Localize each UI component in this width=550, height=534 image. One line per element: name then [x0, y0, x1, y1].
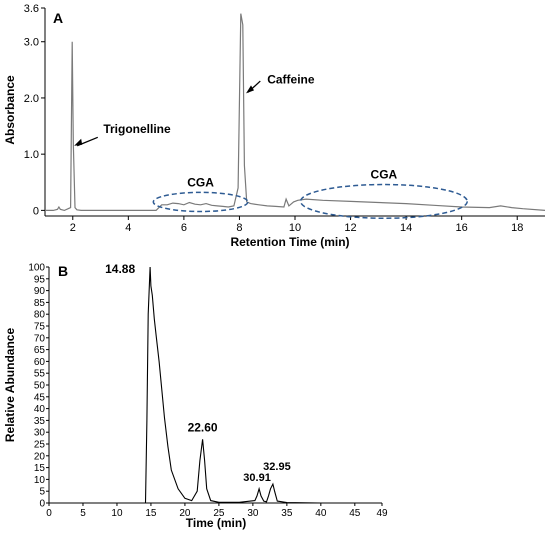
panel-a-x-tick-label: 18	[511, 222, 523, 234]
panel-a-y-tick-label: 1.0	[24, 149, 39, 161]
panel-b-y-tick-label: 65	[34, 345, 46, 356]
peak-label-22-60: 22.60	[188, 420, 218, 434]
panel-b-y-tick-label: 5	[39, 487, 45, 498]
panel-b-y-tick-label: 25	[34, 440, 46, 451]
cga-label-1: CGA	[187, 175, 214, 189]
panel-b-y-tick-label: 80	[34, 310, 46, 321]
panel-a-x-tick-label: 16	[456, 222, 468, 234]
panel-a-x-tick-label: 12	[344, 222, 356, 234]
panel-b-y-tick-label: 15	[34, 463, 46, 474]
panel-b-x-tick-label: 20	[179, 508, 191, 519]
panel-b-y-tick-label: 90	[34, 286, 46, 297]
panel-a-y-axis-label: Absorbance	[3, 75, 17, 145]
panel-b-y-tick-label: 20	[34, 451, 46, 462]
panel-b-y-axis-label: Relative Abundance	[3, 328, 17, 443]
panel-b-x-tick-label: 5	[80, 508, 86, 519]
panel-b-x-tick-label: 0	[46, 508, 52, 519]
panel-a-x-tick-label: 4	[125, 222, 131, 234]
panel-b-y-tick-label: 70	[34, 333, 46, 344]
cga-label-2: CGA	[371, 168, 398, 182]
panel-b-y-tick-label: 95	[34, 274, 46, 285]
panel-a-y-tick-label: 2.0	[24, 93, 39, 105]
panel-b: B 0 5 10 15 20 25 30 35 40 45 49051015202530354045…	[3, 262, 388, 530]
panel-b-y-tick-label: 40	[34, 404, 46, 415]
panel-b-x-tick-label: 25	[213, 508, 225, 519]
panel-b-y-tick-label: 10	[34, 475, 46, 486]
cga-region-ellipse-2	[299, 183, 468, 219]
panel-a-x-tick-label: 2	[70, 222, 76, 234]
trigonelline-label: Trigonelline	[103, 122, 171, 136]
panel-a-x-tick-label: 10	[289, 222, 301, 234]
panel-b-y-tick-label: 100	[28, 263, 45, 274]
panel-b-y-tick-label: 35	[34, 416, 46, 427]
panel-b-x-tick-label: 15	[145, 508, 157, 519]
panel-b-y-tick-label: 30	[34, 428, 46, 439]
cga-region-ellipse-1	[152, 191, 249, 213]
panel-b-y-tick-label: 0	[39, 499, 45, 510]
peak-label-30-91: 30.91	[243, 472, 271, 484]
panel-b-chromatogram-line	[49, 266, 382, 504]
panel-a: A 2 4 6 8 10 12 14 16 18 0 1.0 2.0 3.0 3.6 Trigonelli…	[3, 3, 546, 249]
caffeine-label: Caffeine	[267, 72, 315, 86]
panel-b-y-tick-label: 75	[34, 322, 46, 333]
panel-b-x-tick-label: 49	[376, 508, 388, 519]
panel-a-x-tick-label: 8	[236, 222, 242, 234]
panel-a-letter: A	[53, 10, 63, 26]
panel-b-x-tick-label: 45	[349, 508, 361, 519]
caffeine-arrowhead	[246, 85, 254, 94]
panel-a-x-axis-label: Retention Time (min)	[230, 235, 349, 249]
panel-a-y-tick-label: 3.6	[24, 3, 39, 15]
peak-label-32-95: 32.95	[263, 461, 291, 473]
panel-b-letter: B	[58, 263, 68, 279]
panel-b-x-tick-label: 35	[281, 508, 293, 519]
panel-b-y-tick-label: 55	[34, 369, 46, 380]
panel-a-x-tick-label: 14	[400, 222, 412, 234]
panel-b-x-tick-label: 30	[247, 508, 259, 519]
panel-b-y-tick-label: 45	[34, 392, 46, 403]
panel-b-y-tick-label: 50	[34, 381, 46, 392]
panel-b-x-axis-label: Time (min)	[186, 516, 246, 530]
panel-a-y-tick-label: 0	[33, 205, 39, 217]
panel-a-chromatogram-line	[45, 13, 546, 212]
trigonelline-arrowhead	[74, 138, 83, 146]
panel-b-y-tick-label: 85	[34, 298, 46, 309]
panel-a-y-tick-label: 3.0	[24, 37, 39, 49]
panel-a-x-tick-label: 6	[181, 222, 187, 234]
panel-b-y-tick-label: 60	[34, 357, 46, 368]
panel-b-x-tick-label: 10	[111, 508, 123, 519]
panel-b-x-tick-label: 40	[315, 508, 327, 519]
peak-label-14-88: 14.88	[105, 262, 135, 276]
